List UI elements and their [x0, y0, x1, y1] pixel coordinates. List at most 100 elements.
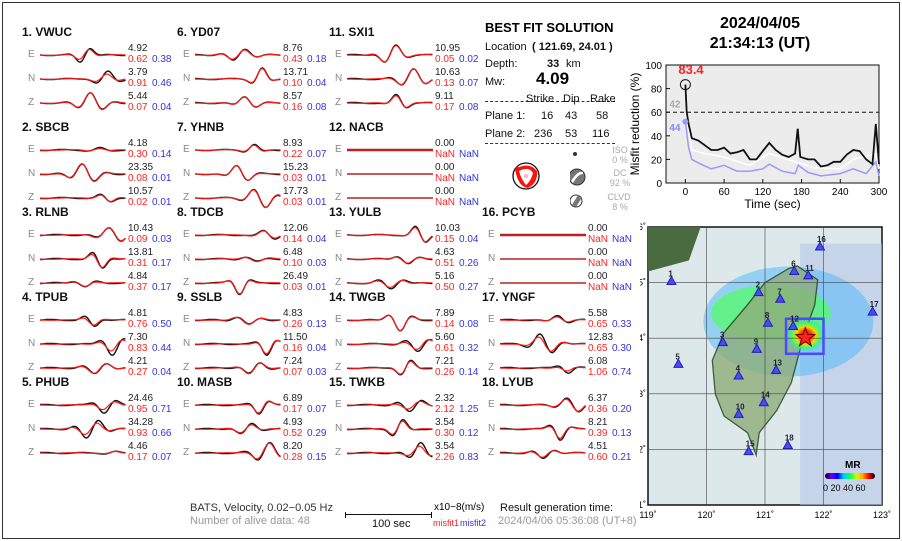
observed-waveform: [195, 164, 281, 182]
station-block: 8. TDCB E 12.06 0.14 0.04 N 6.48 0.10 0.03…: [177, 205, 327, 296]
synthetic-waveform: [500, 366, 586, 372]
misfit1-value: 0.17: [128, 452, 148, 463]
waveform-trace: [500, 233, 586, 237]
misfit1-value: 0.08: [128, 173, 148, 184]
observed-waveform: [40, 163, 126, 182]
dc-icon: [570, 168, 586, 186]
search-box: [784, 317, 825, 356]
synthetic-waveform: [500, 449, 586, 458]
time-scale-label: 100 sec: [372, 518, 411, 530]
plane1-rake: 58: [596, 110, 609, 122]
waveform-trace: [40, 399, 126, 414]
component-label: E: [28, 314, 35, 325]
misfit2-value: 0.07: [459, 78, 479, 89]
station-triangle-icon: [753, 286, 764, 297]
misfit2-value: 1.25: [459, 404, 479, 415]
y-tick-label: 60: [651, 108, 663, 119]
component-label: N: [335, 168, 343, 179]
peak-amplitude: 26.49: [283, 271, 309, 282]
peak-amplitude: 4.81: [128, 308, 148, 319]
plane2-strike: 236: [534, 128, 553, 140]
station-block: 4. TPUB E 4.81 0.76 0.50 N 7.30 0.83 0.44 Z…: [22, 290, 172, 378]
component-label: N: [183, 423, 191, 434]
waveform-trace: [500, 333, 586, 354]
plane1-strike: 16: [541, 110, 554, 122]
units-label: x10−8(m/s): [434, 502, 485, 513]
waveform-trace: [347, 338, 433, 353]
station-triangle-icon: [774, 293, 786, 303]
misfit2-value: 0.01: [152, 197, 172, 208]
misfit1-value: NaN: [435, 149, 456, 160]
misfit1-value: 0.76: [128, 319, 148, 330]
misfit2-value: NaN: [612, 234, 633, 245]
waveform-trace: [195, 279, 281, 296]
station-number: 14: [761, 391, 770, 400]
misfit1-value: 0.05: [435, 54, 455, 65]
component-label: Z: [488, 277, 495, 288]
waveform-trace: [500, 282, 586, 284]
misfit1-value: 0.51: [435, 258, 455, 269]
colorbar-title: MR: [845, 460, 861, 471]
waveform-trace: [500, 449, 586, 460]
component-label: N: [335, 338, 343, 349]
synthetic-waveform: [195, 230, 281, 239]
y-tick-label: 20: [651, 155, 663, 166]
misfit2-value: 0.44: [152, 343, 172, 354]
station-title: 15. TWKB: [329, 375, 386, 389]
synthetic-waveform: [347, 314, 433, 331]
station-title: 16. PCYB: [482, 205, 536, 219]
header-dip: Dip: [563, 93, 580, 105]
misfit1-value: 0.10: [283, 78, 303, 89]
misfit2-value: 0.71: [152, 404, 172, 415]
station-number: 10: [736, 402, 745, 411]
component-label: E: [183, 229, 190, 240]
misfit2-value: 0.15: [307, 452, 327, 463]
iso-percent: 0 %: [612, 155, 628, 165]
waveform-trace: [40, 450, 126, 455]
station-triangle-icon: [751, 343, 763, 353]
misfit2-value: NaN: [459, 197, 480, 208]
component-label: N: [183, 253, 191, 264]
component-label: N: [28, 423, 36, 434]
waveform-trace: [195, 143, 281, 153]
peak-amplitude: 4.63: [435, 247, 455, 258]
misfit1-value: 0.30: [128, 149, 148, 160]
station-number: 8: [765, 311, 770, 320]
station-title: 4. TPUB: [22, 290, 69, 304]
station-triangle-icon: [814, 240, 826, 251]
epicenter-star-icon: [794, 326, 817, 347]
component-label: E: [28, 399, 35, 410]
component-label: E: [28, 49, 35, 60]
station-number: 11: [805, 264, 814, 273]
synthetic-waveform: [347, 95, 433, 108]
waveform-trace: [40, 146, 126, 152]
station-title: 18. LYUB: [482, 375, 534, 389]
component-label: E: [335, 229, 342, 240]
misfit2-value: 0.01: [152, 173, 172, 184]
misfit2-value: 0.07: [152, 452, 172, 463]
component-label: Z: [183, 192, 190, 203]
component-label: N: [183, 168, 191, 179]
component-label: Z: [28, 277, 35, 288]
waveform-trace: [500, 424, 586, 441]
misfit2-value: 0.17: [152, 282, 172, 293]
misfit2-marker: [682, 118, 689, 125]
table-divider: [485, 101, 615, 102]
component-label: Z: [28, 97, 35, 108]
station-number: 13: [773, 358, 782, 367]
iso-icon: [573, 152, 577, 156]
y-tick-label: 80: [651, 85, 663, 96]
misfit1-value: 0.36: [588, 404, 608, 415]
peak-amplitude: 13.81: [128, 247, 154, 258]
component-label: Z: [335, 447, 342, 458]
station-title: 13. YULB: [329, 205, 382, 219]
peak-amplitude: 5.16: [435, 271, 455, 282]
station-triangle-icon: [762, 317, 774, 327]
synthetic-waveform: [40, 317, 126, 326]
peak-amplitude: 8.76: [283, 43, 303, 54]
observed-waveform: [40, 92, 126, 110]
station-title: 2. SBCB: [22, 120, 70, 134]
peak-amplitude: 0.00: [588, 271, 608, 282]
station-title: 8. TDCB: [177, 205, 224, 219]
misfit1-value: 0.91: [128, 78, 148, 89]
